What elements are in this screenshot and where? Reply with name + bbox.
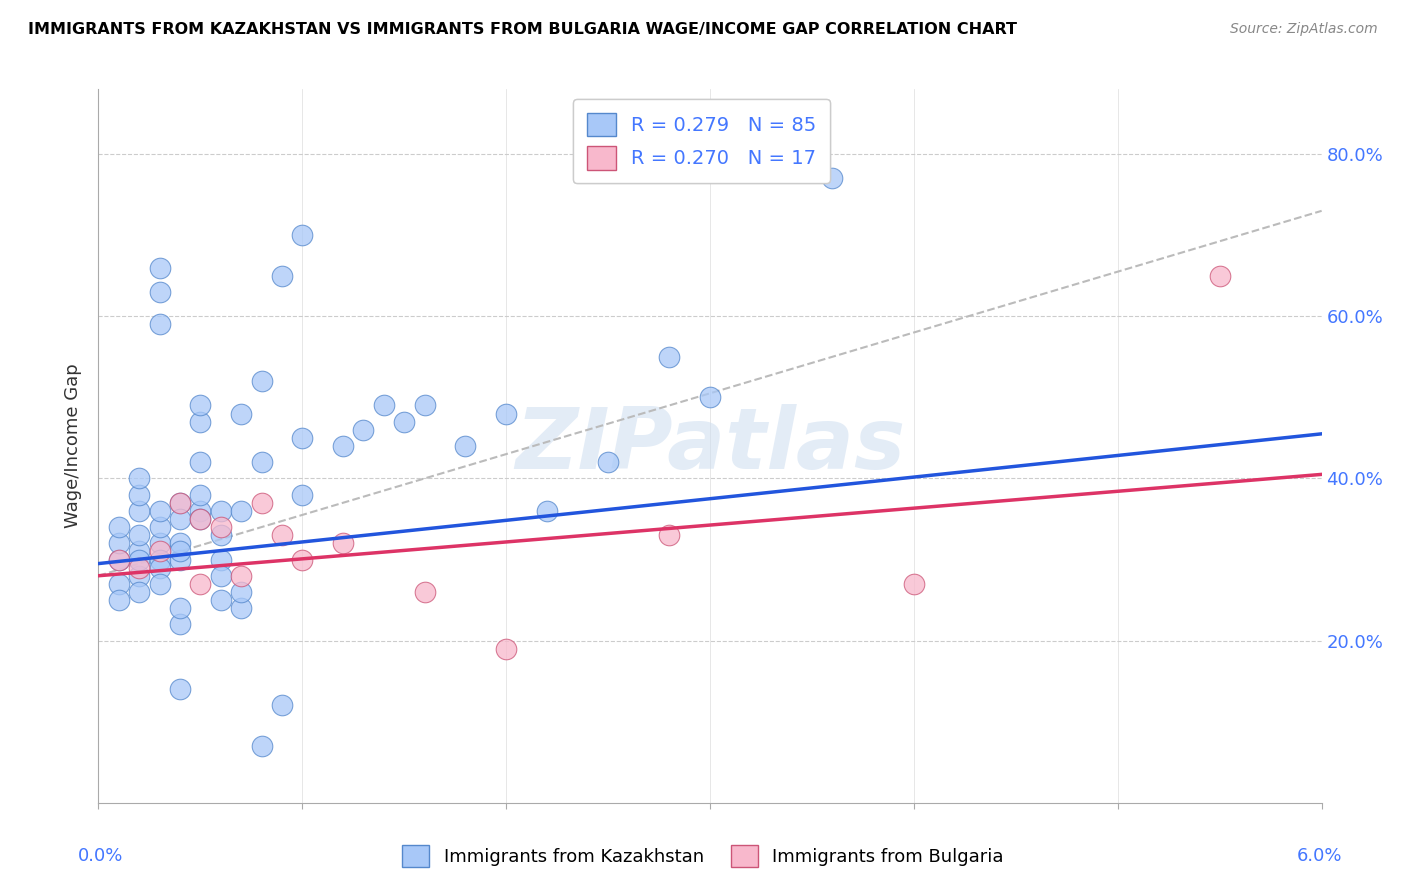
Point — [108, 577, 131, 591]
Point — [903, 577, 925, 591]
Point — [209, 504, 232, 518]
Point — [108, 593, 131, 607]
Point — [536, 504, 558, 518]
Point — [352, 423, 374, 437]
Point — [598, 455, 620, 469]
Point — [250, 374, 273, 388]
Point — [128, 585, 150, 599]
Point — [149, 504, 172, 518]
Point — [149, 544, 172, 558]
Point — [169, 496, 191, 510]
Point — [108, 536, 131, 550]
Point — [291, 552, 314, 566]
Point — [108, 552, 131, 566]
Point — [149, 552, 172, 566]
Point — [454, 439, 477, 453]
Point — [495, 407, 517, 421]
Point — [149, 260, 172, 275]
Point — [270, 698, 292, 713]
Point — [209, 593, 232, 607]
Text: Source: ZipAtlas.com: Source: ZipAtlas.com — [1230, 22, 1378, 37]
Point — [231, 568, 253, 582]
Point — [332, 439, 354, 453]
Point — [149, 577, 172, 591]
Point — [128, 504, 150, 518]
Point — [231, 407, 253, 421]
Point — [1208, 268, 1232, 283]
Point — [188, 488, 212, 502]
Point — [250, 496, 273, 510]
Point — [495, 641, 517, 656]
Point — [332, 536, 354, 550]
Point — [169, 682, 191, 697]
Point — [128, 471, 150, 485]
Point — [188, 577, 212, 591]
Point — [128, 488, 150, 502]
Text: IMMIGRANTS FROM KAZAKHSTAN VS IMMIGRANTS FROM BULGARIA WAGE/INCOME GAP CORRELATI: IMMIGRANTS FROM KAZAKHSTAN VS IMMIGRANTS… — [28, 22, 1017, 37]
Point — [149, 560, 172, 574]
Point — [188, 399, 212, 413]
Point — [231, 585, 253, 599]
Point — [658, 528, 681, 542]
Point — [250, 455, 273, 469]
Point — [270, 528, 292, 542]
Point — [291, 431, 314, 445]
Point — [128, 568, 150, 582]
Point — [169, 512, 191, 526]
Point — [169, 536, 191, 550]
Point — [373, 399, 395, 413]
Point — [188, 512, 212, 526]
Point — [658, 350, 681, 364]
Text: 6.0%: 6.0% — [1296, 847, 1341, 865]
Point — [188, 512, 212, 526]
Point — [128, 528, 150, 542]
Point — [209, 520, 232, 534]
Point — [188, 455, 212, 469]
Legend: Immigrants from Kazakhstan, Immigrants from Bulgaria: Immigrants from Kazakhstan, Immigrants f… — [395, 838, 1011, 874]
Text: 0.0%: 0.0% — [79, 847, 124, 865]
Point — [108, 552, 131, 566]
Point — [413, 399, 436, 413]
Legend: R = 0.279   N = 85, R = 0.270   N = 17: R = 0.279 N = 85, R = 0.270 N = 17 — [574, 99, 830, 184]
Point — [149, 536, 172, 550]
Point — [231, 504, 253, 518]
Point — [209, 552, 232, 566]
Point — [169, 544, 191, 558]
Point — [270, 268, 292, 283]
Point — [149, 318, 172, 332]
Text: ZIPatlas: ZIPatlas — [515, 404, 905, 488]
Point — [188, 415, 212, 429]
Y-axis label: Wage/Income Gap: Wage/Income Gap — [65, 364, 83, 528]
Point — [291, 228, 314, 243]
Point — [169, 601, 191, 615]
Point — [169, 552, 191, 566]
Point — [699, 390, 721, 404]
Point — [209, 528, 232, 542]
Point — [821, 171, 844, 186]
Point — [128, 544, 150, 558]
Point — [169, 496, 191, 510]
Point — [250, 739, 273, 753]
Point — [413, 585, 436, 599]
Point — [128, 560, 150, 574]
Point — [169, 617, 191, 632]
Point — [291, 488, 314, 502]
Point — [231, 601, 253, 615]
Point — [188, 504, 212, 518]
Point — [108, 520, 131, 534]
Point — [209, 568, 232, 582]
Point — [149, 520, 172, 534]
Point — [392, 415, 416, 429]
Point — [149, 285, 172, 299]
Point — [128, 552, 150, 566]
